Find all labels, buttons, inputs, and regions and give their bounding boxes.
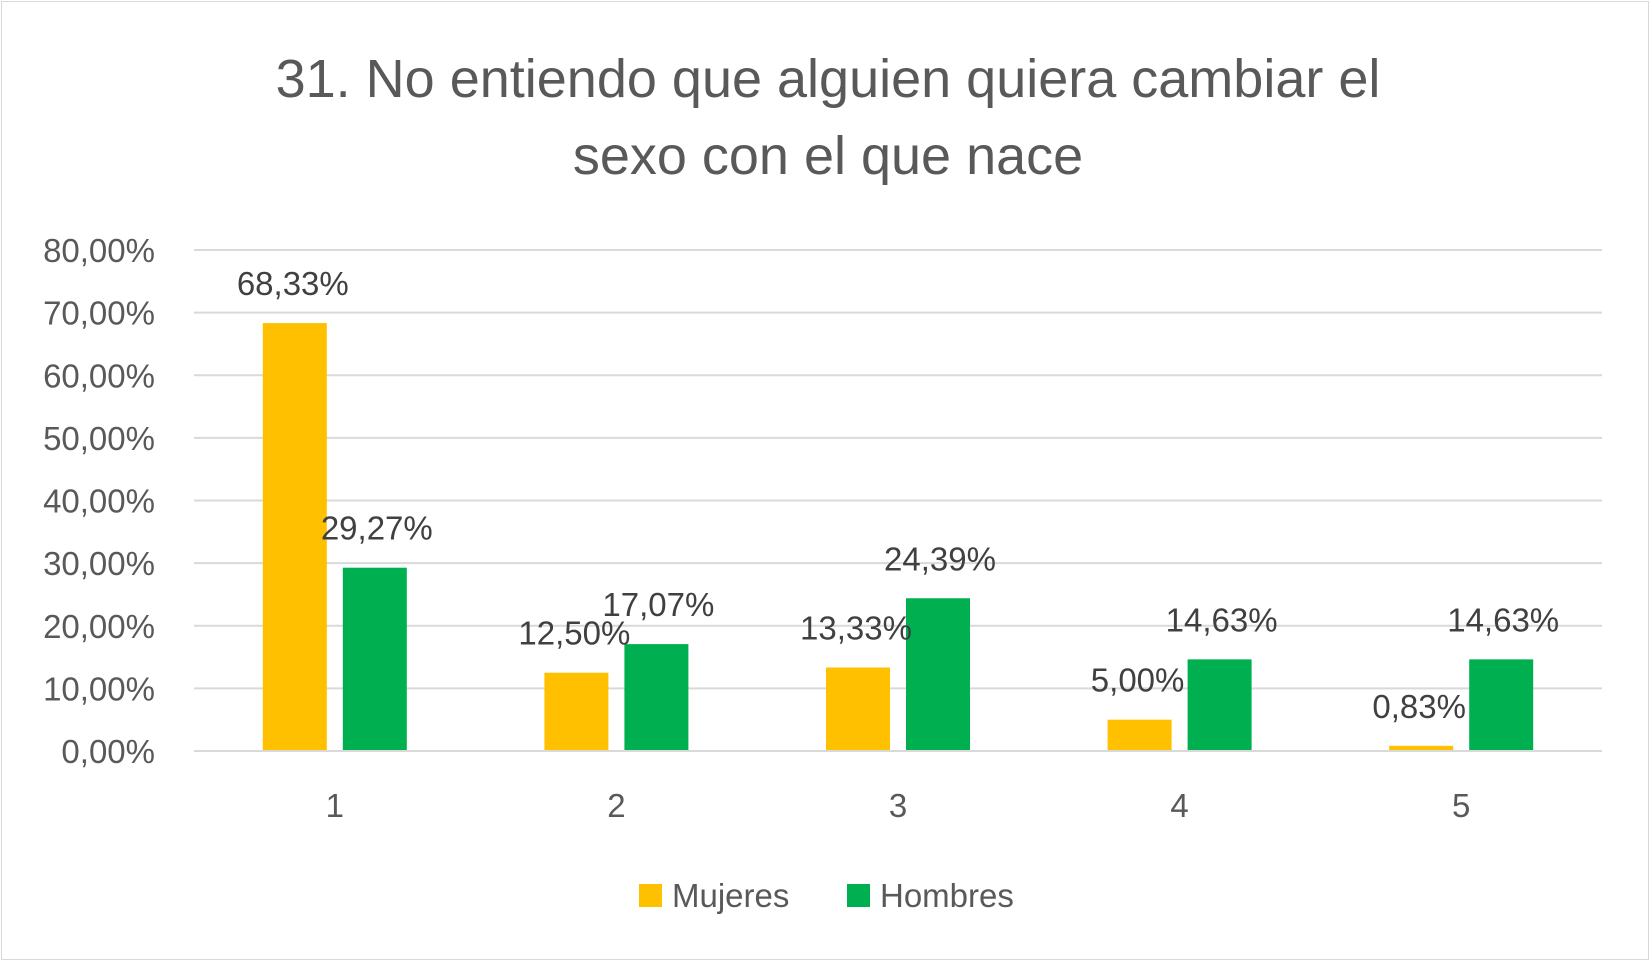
y-tick-label: 80,00% (43, 232, 155, 269)
data-label-hombres-5: 14,63% (1447, 601, 1559, 638)
data-label-mujeres-5: 0,83% (1372, 688, 1466, 725)
x-tick-label: 1 (326, 787, 344, 824)
x-tick-label: 3 (889, 787, 907, 824)
x-tick-label: 2 (607, 787, 625, 824)
data-label-hombres-4: 14,63% (1166, 601, 1278, 638)
y-tick-label: 70,00% (43, 295, 155, 332)
legend-label-hombres: Hombres (880, 877, 1014, 914)
bar-mujeres-4 (1107, 719, 1172, 751)
bar-mujeres-2 (544, 672, 609, 751)
data-label-mujeres-1: 68,33% (237, 265, 349, 302)
legend-label-mujeres: Mujeres (672, 877, 789, 914)
data-label-hombres-3: 24,39% (884, 540, 996, 577)
legend: Mujeres Hombres (639, 877, 1014, 914)
chart-title: 31. No entiendo que alguien quiera cambi… (276, 49, 1381, 186)
y-tick-label: 60,00% (43, 357, 155, 394)
x-tick-label: 4 (1170, 787, 1188, 824)
bar-hombres-2 (624, 644, 689, 751)
y-tick-label: 40,00% (43, 483, 155, 520)
y-tick-label: 30,00% (43, 545, 155, 582)
gridlines (194, 249, 1602, 752)
x-tick-label: 5 (1452, 787, 1470, 824)
legend-swatch-hombres (847, 884, 870, 907)
y-tick-label: 10,00% (43, 670, 155, 707)
bar-hombres-3 (906, 598, 970, 751)
y-tick-label: 20,00% (43, 608, 155, 645)
data-labels: 68,33% 29,27% 12,50%17,07% 13,33% 24,39% 5,00… (237, 265, 1559, 725)
data-label-mujeres-4: 5,00% (1091, 662, 1185, 699)
bar-mujeres-3 (826, 667, 890, 751)
data-label-hombres-2: 17,07% (602, 586, 714, 623)
data-label-mujeres-2: 12,50% (518, 615, 630, 652)
bar-hombres-4 (1187, 659, 1252, 751)
bar-mujeres-5 (1389, 745, 1454, 751)
legend-swatch-mujeres (639, 884, 662, 907)
bar-mujeres-1 (262, 323, 327, 751)
y-tick-label: 50,00% (43, 420, 155, 457)
data-label-mujeres-3: 13,33% (800, 610, 912, 647)
chart-title-line-1: 31. No entiendo que alguien quiera cambi… (276, 49, 1381, 109)
y-axis: 0,00% 10,00% 20,00% 30,00% 40,00% 50,00% 60,00… (43, 232, 155, 770)
chart-title-line-2: sexo con el que nace (573, 126, 1083, 186)
y-tick-label: 0,00% (61, 733, 155, 770)
bar-hombres-1 (342, 567, 407, 751)
bar-hombres-5 (1469, 659, 1534, 751)
x-axis: 1 2 3 4 5 (194, 750, 1602, 824)
bars (262, 323, 1534, 751)
data-label-hombres-1: 29,27% (321, 510, 433, 547)
